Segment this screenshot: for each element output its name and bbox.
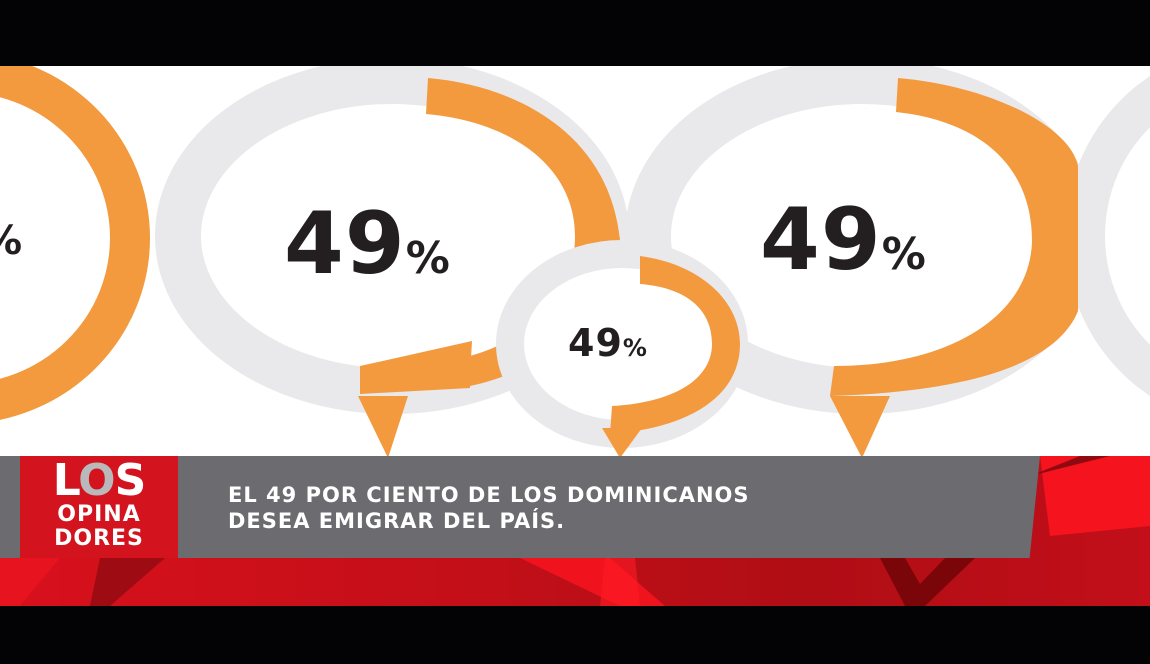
letterbox-bottom (0, 606, 1150, 664)
headline-line-2: DESEA EMIGRAR DEL PAÍS. (228, 509, 566, 533)
logo-los-opinadores: LOS OPINA DORES (20, 456, 178, 558)
lower-third: LOS OPINA DORES EL 49 POR CIENTO DE LOS … (0, 456, 1150, 606)
headline-line-1: EL 49 POR CIENTO DE LOS DOMINICANOS (228, 483, 750, 507)
headline-text: EL 49 POR CIENTO DE LOS DOMINICANOS DESE… (228, 482, 750, 534)
percent-label-big-1: 49% (284, 194, 451, 294)
donut-chart-graphic (0, 66, 1150, 458)
letterbox-top (0, 0, 1150, 66)
logo-line-opina: OPINA (57, 502, 141, 527)
logo-line-dores: DORES (54, 526, 144, 551)
donut-left-partial (0, 66, 150, 420)
percent-label-left-partial: % (0, 214, 23, 265)
infographic-stage: % 49% 49% 49% (0, 66, 1150, 458)
percent-label-small-center: 49% (568, 321, 648, 365)
logo-line-los: LOS (52, 455, 147, 506)
percent-label-big-2: 49% (760, 190, 927, 290)
donut-big-2 (625, 66, 1099, 458)
band-decoration (0, 456, 1150, 606)
donut-small-center (496, 240, 748, 458)
